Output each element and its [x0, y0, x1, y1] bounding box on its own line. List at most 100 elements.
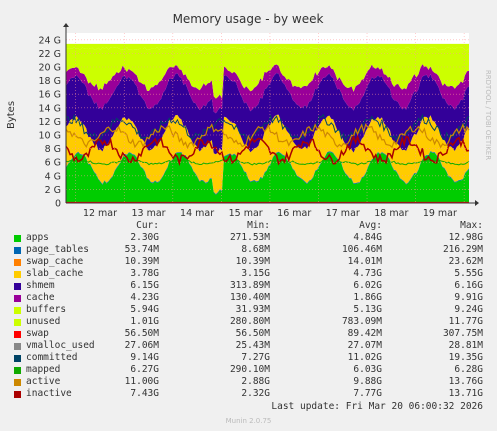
legend-swatch — [14, 367, 21, 374]
legend-max: 28.81M — [448, 340, 483, 351]
legend-row-swap: swap 56.50M 56.50M 89.42M 307.75M — [0, 328, 497, 340]
y-tick-label: 0 — [55, 199, 61, 210]
area-unused — [66, 43, 469, 51]
legend-swatch — [14, 259, 21, 266]
legend-row-active: active 11.00G 2.88G 9.88G 13.76G — [0, 376, 497, 388]
legend-swatch — [14, 295, 21, 302]
legend-cur: 9.14G — [130, 352, 159, 363]
area-shmem — [66, 73, 469, 155]
legend-swatch — [14, 283, 21, 290]
legend-min: 3.15G — [241, 268, 270, 279]
munin-version: Munin 2.0.75 — [225, 417, 272, 425]
y-tick-label: 20 G — [39, 63, 61, 74]
legend-min: 25.43M — [235, 340, 270, 351]
legend-avg: 11.02G — [347, 352, 382, 363]
legend-avg: 9.88G — [353, 376, 382, 387]
legend-row-vmalloc-used: vmalloc_used 27.06M 25.43M 27.07M 28.81M — [0, 340, 497, 352]
legend-avg: 14.01M — [347, 256, 382, 267]
x-tick-label: 19 mar — [423, 208, 457, 219]
legend-min: 271.53M — [229, 232, 270, 243]
y-tick-labels: 0 2 G 4 G 6 G 8 G 10 G 12 G 14 G 16 G 18 G 20 G 22 … — [39, 35, 61, 209]
legend-max: 216.29M — [442, 244, 483, 255]
legend-row-slab-cache: slab_cache 3.78G 3.15G 4.73G 5.55G — [0, 268, 497, 280]
legend-max: 19.35G — [448, 352, 483, 363]
legend-row-committed: committed 9.14G 7.27G 11.02G 19.35G — [0, 352, 497, 364]
legend-avg: 4.73G — [353, 268, 382, 279]
legend-name: buffers — [26, 304, 67, 315]
header-avg: Avg: — [359, 220, 382, 231]
legend-max: 6.16G — [454, 280, 483, 291]
legend-cur: 7.43G — [130, 388, 159, 399]
legend-avg: 27.07M — [347, 340, 382, 351]
x-tick-label: 14 mar — [180, 208, 214, 219]
x-tick-label: 15 mar — [229, 208, 263, 219]
legend-name: unused — [26, 316, 61, 327]
legend-cur: 11.00G — [124, 376, 159, 387]
legend-row-buffers: buffers 5.94G 31.93M 5.13G 9.24G — [0, 304, 497, 316]
y-tick-label: 4 G — [45, 171, 61, 182]
legend-max: 307.75M — [442, 328, 483, 339]
grid-lines — [66, 33, 469, 204]
legend-min: 2.88G — [241, 376, 270, 387]
legend-name: shmem — [26, 280, 55, 291]
legend-swatch — [14, 271, 21, 278]
legend-max: 12.98G — [448, 232, 483, 243]
x-tick-label: 17 mar — [326, 208, 360, 219]
legend-cur: 10.39M — [124, 256, 159, 267]
legend-name: apps — [26, 232, 49, 243]
legend-cur: 53.74M — [124, 244, 159, 255]
legend-name: swap — [26, 328, 49, 339]
y-tick-label: 16 G — [39, 90, 61, 101]
legend-avg: 4.84G — [353, 232, 382, 243]
legend-min: 280.80M — [229, 316, 270, 327]
y-tick-label: 12 G — [39, 117, 61, 128]
legend-min: 130.40M — [229, 292, 270, 303]
y-tick-label: 22 G — [39, 49, 61, 60]
y-tick-label: 10 G — [39, 131, 61, 142]
area-buffers — [66, 47, 469, 99]
legend-max: 9.24G — [454, 304, 483, 315]
header-min: Min: — [247, 220, 270, 231]
last-update: Last update: Fri Mar 20 06:00:32 2026 — [271, 401, 483, 412]
legend-row-cache: cache 4.23G 130.40M 1.86G 9.91G — [0, 292, 497, 304]
legend-avg: 1.86G — [353, 292, 382, 303]
legend-avg: 6.02G — [353, 280, 382, 291]
y-tick-label: 14 G — [39, 103, 61, 114]
y-tick-label: 18 G — [39, 76, 61, 87]
legend-swatch — [14, 331, 21, 338]
legend-cur: 3.78G — [130, 268, 159, 279]
legend-swatch — [14, 355, 21, 362]
area-page-tables — [66, 150, 469, 195]
y-axis-label: Bytes — [6, 101, 17, 129]
rrdtool-watermark: RRDTOOL / TOBI OETIKER — [484, 70, 492, 160]
legend-cur: 2.30G — [130, 232, 159, 243]
legend-avg: 7.77G — [353, 388, 382, 399]
header-cur: Cur: — [136, 220, 159, 231]
legend-row-page-tables: page_tables 53.74M 8.68M 106.46M 216.29M — [0, 244, 497, 256]
legend-max: 6.28G — [454, 364, 483, 375]
legend-row-shmem: shmem 6.15G 313.89M 6.02G 6.16G — [0, 280, 497, 292]
legend-max: 23.62M — [448, 256, 483, 267]
legend-cur: 5.94G — [130, 304, 159, 315]
y-axis-arrow — [63, 23, 69, 27]
line-active — [65, 123, 470, 150]
legend-name: vmalloc_used — [26, 340, 95, 351]
legend-name: cache — [26, 292, 55, 303]
legend-swatch — [14, 319, 21, 326]
header-max: Max: — [460, 220, 483, 231]
legend-max: 13.76G — [448, 376, 483, 387]
legend-min: 2.32G — [241, 388, 270, 399]
y-tick-label: 8 G — [45, 144, 61, 155]
x-tick-labels: 12 mar 13 mar 14 mar 15 mar 16 mar 17 mar 18 m… — [83, 208, 457, 219]
legend-name: committed — [26, 352, 78, 363]
legend-swatch — [14, 379, 21, 386]
legend-row-mapped: mapped 6.27G 290.10M 6.03G 6.28G — [0, 364, 497, 376]
legend-name: active — [26, 376, 61, 387]
legend-avg: 5.13G — [353, 304, 382, 315]
legend-name: swap_cache — [26, 256, 84, 267]
area-apps — [66, 151, 469, 203]
stacked-areas — [66, 43, 469, 203]
legend-name: inactive — [26, 388, 72, 399]
legend-max: 9.91G — [454, 292, 483, 303]
legend-cur: 6.15G — [130, 280, 159, 291]
